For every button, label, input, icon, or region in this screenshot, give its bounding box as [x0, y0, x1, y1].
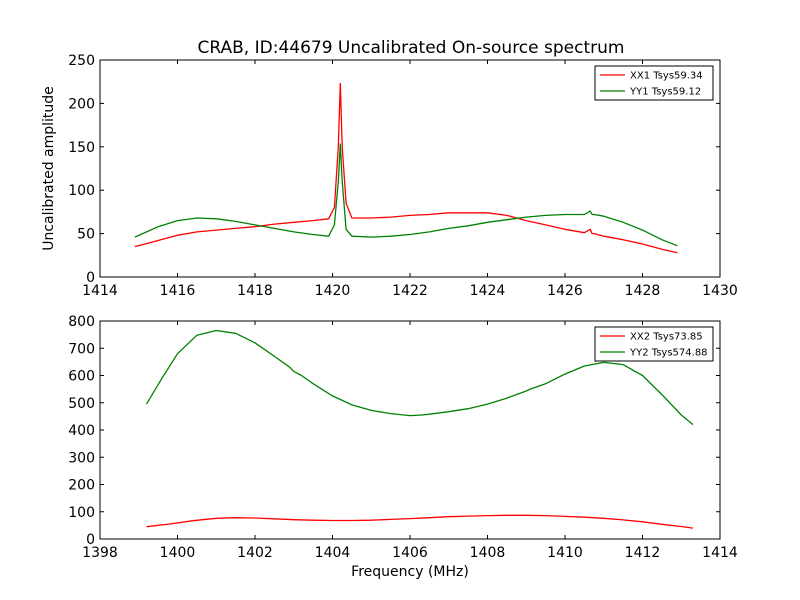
x-tick-label: 1408	[470, 545, 506, 561]
x-tick-label: 1428	[625, 283, 661, 299]
x-tick-label: 1418	[237, 283, 273, 299]
y-tick-label: 500	[68, 396, 95, 412]
legend-box	[594, 326, 714, 362]
top-panel: 1414 1416 1418 1420 1422 1424 1426 1428 1430 0 50 1…	[41, 53, 738, 299]
legend-entry: XX2 Tsys73.85	[630, 332, 703, 343]
x-tick-label: 1420	[315, 283, 351, 299]
series-line-1	[134, 82, 678, 254]
legend-entry: XX1 Tsys59.34	[630, 71, 703, 82]
bottom-panel: 1398 1400 1402 1404 1406 1408 1410 1412 1414 0 100…	[68, 314, 738, 580]
x-axis-label: Frequency (MHz)	[351, 564, 469, 580]
x-tick-label: 1422	[392, 283, 428, 299]
x-tick-label: 1404	[315, 545, 351, 561]
series-line-2	[145, 329, 694, 426]
x-tick-label: 1400	[160, 545, 196, 561]
x-tick-label: 1426	[547, 283, 583, 299]
y-tick-label: 50	[77, 227, 95, 243]
chart-title: CRAB, ID:44679 Uncalibrated On-source sp…	[198, 38, 625, 58]
y-tick-label: 400	[68, 423, 95, 439]
y-tick-label: 300	[68, 450, 95, 466]
series-line-1	[146, 514, 693, 529]
legend: XX1 Tsys59.34 YY1 Tsys59.12	[594, 65, 714, 101]
legend: XX2 Tsys73.85 YY2 Tsys574.88	[594, 326, 714, 362]
y-axis-label: Uncalibrated amplitude	[41, 86, 57, 251]
series-line-2	[134, 143, 678, 247]
x-tick-label: 1402	[237, 545, 273, 561]
y-tick-label: 700	[68, 341, 95, 357]
y-tick-label: 600	[68, 369, 95, 385]
x-tick-label: 1430	[702, 283, 738, 299]
legend-entry: YY2 Tsys574.88	[629, 348, 708, 359]
y-tick-label: 800	[68, 314, 95, 330]
x-tick-label: 1410	[547, 545, 583, 561]
y-tick-label: 200	[68, 478, 95, 494]
x-tick-label: 1412	[625, 545, 661, 561]
x-tick-label: 1416	[160, 283, 196, 299]
y-tick-label: 0	[86, 270, 95, 286]
legend-box	[594, 65, 714, 101]
x-tick-label: 1406	[392, 545, 428, 561]
x-tick-label: 1414	[702, 545, 738, 561]
x-tick-label: 1424	[470, 283, 506, 299]
y-tick-label: 250	[68, 53, 95, 69]
y-tick-label: 100	[68, 183, 95, 199]
legend-entry: YY1 Tsys59.12	[629, 87, 701, 98]
x-tick-label: 1398	[82, 545, 118, 561]
y-tick-label: 200	[68, 96, 95, 112]
y-tick-label: 150	[68, 140, 95, 156]
y-tick-label: 100	[68, 505, 95, 521]
y-tick-label: 0	[86, 532, 95, 548]
x-tick-label: 1414	[82, 283, 118, 299]
